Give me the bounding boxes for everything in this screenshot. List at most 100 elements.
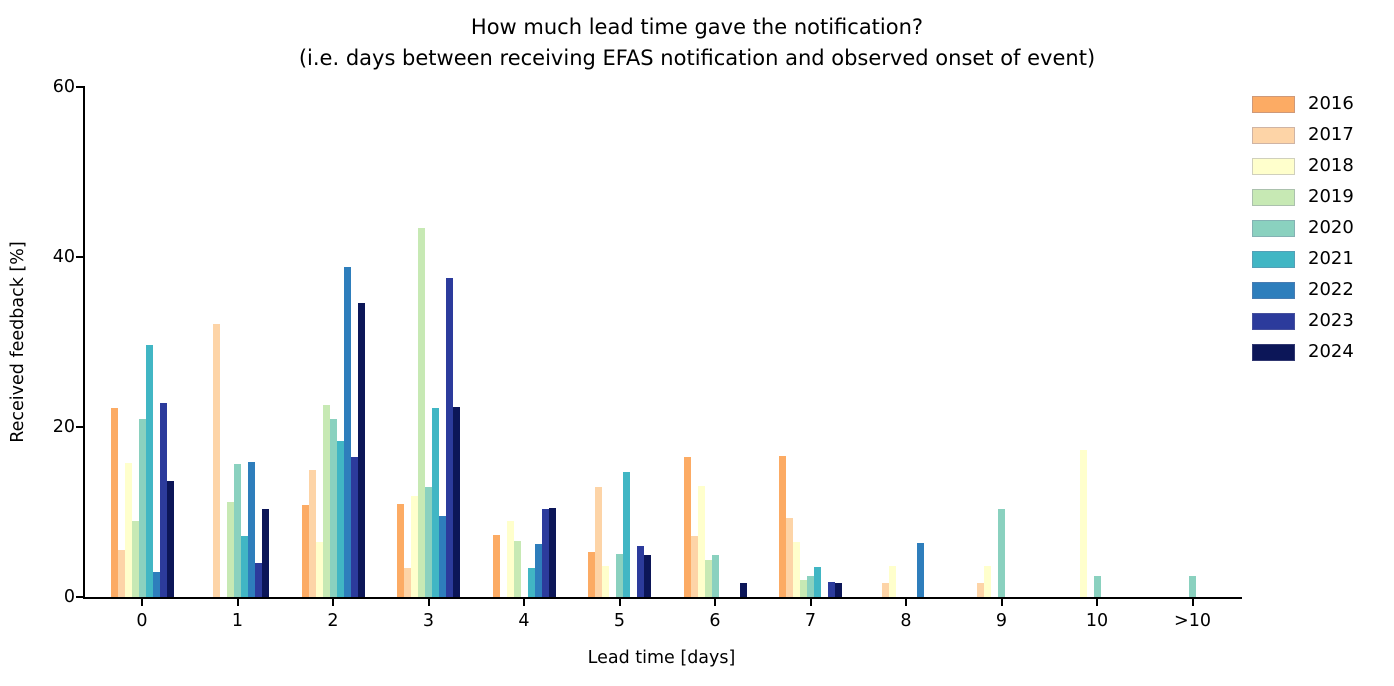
bar-2019-day0 [131,521,139,597]
bar-2023-day5 [637,546,644,597]
y-axis-tick-label: 60 [52,77,75,97]
x-axis-tick [809,597,812,606]
bar-2023-day0 [159,403,167,597]
bar-2024-day4 [548,507,556,597]
x-axis-tick-label: 1 [231,611,244,631]
legend-label-2024: 2024 [1308,341,1354,362]
bar-2017-day0 [117,550,125,597]
bar-2024-day1 [262,508,269,597]
legend-label-2021: 2021 [1308,248,1354,269]
bar-2020-day7 [807,575,814,597]
bar-2024-day5 [644,555,651,597]
x-axis-tick-label: 5 [613,611,626,631]
bar-2021-day2 [336,440,344,597]
bar-2017-day5 [595,486,602,597]
legend-swatch-2018 [1252,158,1295,175]
bar-2020-day1 [234,463,241,597]
bar-2021-day4 [527,568,535,597]
bar-2020-day10 [1093,575,1101,597]
bar-2021-day1 [241,535,248,597]
bar-2018-day5 [602,566,609,597]
bar-2017-day1 [213,324,220,597]
bar-2020-day0 [138,418,146,597]
x-axis-tick [905,597,907,606]
x-axis-tick-label: 2 [327,611,339,631]
bar-2017-day2 [308,470,316,597]
bar-2024-day3 [453,407,460,597]
bar-2022-day3 [439,516,446,597]
bar-2021-day5 [623,472,630,597]
x-axis-tick-label: >10 [1174,611,1211,631]
plot-area: 0 20 40 60 0 1 2 3 4 5 6 7 8 9 10 >10 [53,77,1242,631]
x-axis-tick [714,597,716,606]
bar-2020-day3 [425,486,432,597]
x-axis-tick-label: 4 [518,611,530,631]
y-axis-tick [76,256,85,258]
bar-2021-day3 [432,408,439,597]
legend-swatch-2020 [1252,220,1295,237]
legend-label-2023: 2023 [1308,310,1354,331]
bar-2019-day1 [227,501,234,597]
x-axis-tick-label: 6 [709,611,721,631]
bar-2019-day6 [704,560,712,597]
bar-2018-day3 [411,495,418,597]
x-axis-label: Lead time [days] [587,648,736,668]
bar-2022-day8 [916,543,924,597]
legend-swatch-2023 [1252,313,1295,330]
x-axis-tick [1096,597,1098,606]
bar-2017-day9 [977,583,984,597]
x-axis-tick-label: 8 [900,611,912,631]
bar-2016-day6 [683,456,691,597]
bar-2022-day0 [152,571,160,597]
bar-2018-day9 [984,565,991,597]
bar-2022-day2 [343,267,351,597]
y-axis-tick-label: 20 [52,417,75,437]
bar-2016-day4 [492,534,500,597]
bar-2020-day9 [998,508,1005,597]
bar-2017-day7 [786,517,793,597]
bar-2016-day5 [588,551,595,597]
legend-label-2019: 2019 [1308,186,1354,207]
x-axis-tick [236,597,239,606]
legend-label-2017: 2017 [1308,124,1354,145]
x-axis-tick-label: 0 [136,611,148,631]
legend-label-2018: 2018 [1308,155,1354,176]
legend-swatch-2019 [1252,189,1295,206]
bar-2018-day10 [1079,449,1087,597]
legend-swatch-2017 [1252,127,1295,144]
bar-2020-day5 [616,553,623,597]
y-axis-tick [76,596,85,598]
legend-label-2020: 2020 [1308,217,1354,238]
x-axis-tick [141,597,143,606]
bar-2023-day2 [350,456,358,597]
x-axis-tick-label: 9 [995,611,1008,631]
bar-2023-day4 [541,509,549,597]
bar-2018-day6 [697,485,705,597]
x-axis-tick-label: 10 [1085,611,1109,631]
bar-2023-day1 [255,563,262,597]
legend-swatch-2021 [1252,251,1295,268]
bar-2024-day7 [835,583,842,597]
x-axis-tick [618,597,621,606]
x-axis-tick [332,597,334,606]
legend-label-2022: 2022 [1308,279,1354,300]
y-axis-tick-label: 0 [63,587,75,607]
bar-2018-day8 [888,565,896,597]
bar-2016-day2 [301,505,309,597]
x-axis-tick [1191,597,1194,606]
bar-2024-day6 [739,583,747,597]
bar-2018-day4 [506,520,514,597]
chart-title-line2: (i.e. days between receiving EFAS notifi… [298,46,1096,70]
legend-swatch-2022 [1252,282,1295,299]
bar-2016-day3 [397,504,404,597]
bar-2019-day3 [418,228,425,597]
chart-title: How much lead time gave the notification… [0,12,1394,74]
bar-2018-day0 [124,462,132,597]
y-axis-tick [76,86,85,88]
bar-2016-day0 [110,408,118,597]
bar-2022-day1 [248,461,255,597]
bar-2021-day7 [814,567,821,597]
legend-swatch-2016 [1252,96,1295,113]
bar-2017-day6 [690,535,698,597]
